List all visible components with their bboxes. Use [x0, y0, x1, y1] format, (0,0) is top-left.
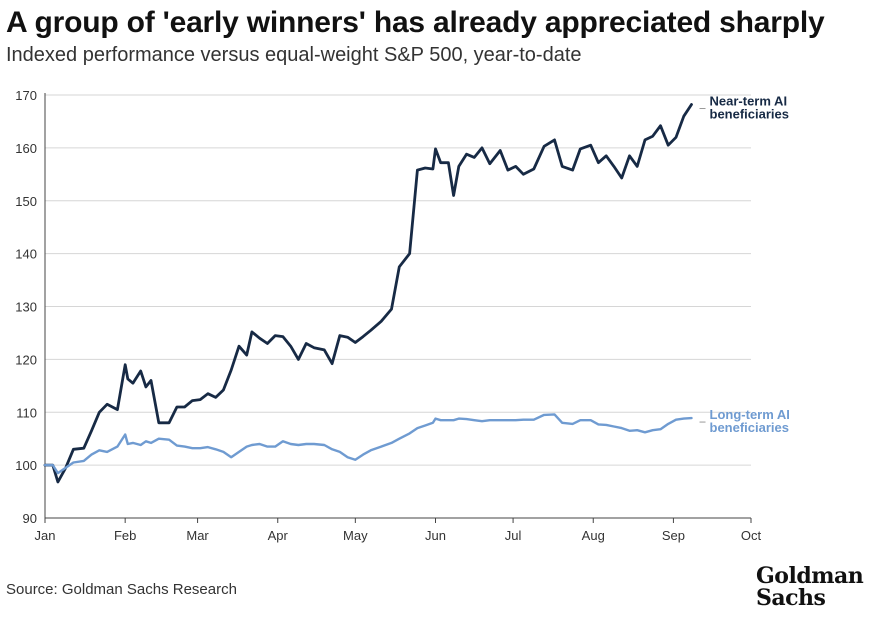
source-note: Source: Goldman Sachs Research [6, 581, 237, 598]
x-tick-label: Feb [114, 528, 136, 543]
y-tick-label: 120 [15, 352, 37, 367]
logo-line-2: Sachs [756, 585, 826, 611]
series-label-line-2: beneficiaries [710, 107, 790, 122]
series-label: Near-term AI beneficiaries [710, 94, 790, 122]
x-tick-label: Mar [186, 528, 209, 543]
y-tick-label: 170 [15, 88, 37, 103]
x-tick-label: Apr [268, 528, 289, 543]
series [43, 103, 693, 484]
series-label-line-1: Long-term AI [710, 407, 790, 422]
x-tick-label: May [343, 528, 368, 543]
series-label-line-1: Near-term AI [710, 94, 788, 109]
y-tick-label: 130 [15, 300, 37, 315]
x-tick-label: Sep [662, 528, 685, 543]
y-tick-label: 140 [15, 247, 37, 262]
x-tick-label: Jan [35, 528, 56, 543]
x-tick-label: Aug [582, 528, 605, 543]
gridlines [45, 94, 751, 466]
goldman-sachs-logo: Goldman Sachs [756, 563, 864, 611]
y-tick-label: 160 [15, 141, 37, 156]
axes: 90 100 110 120 130 140 150 160 170 Jan Feb Mar Apr Ma… [15, 88, 761, 543]
y-tick-label: 100 [15, 458, 37, 473]
logo-line-1: Goldman [756, 563, 864, 589]
series-label: Long-term AI beneficiaries [710, 407, 790, 435]
series-line-long-term [43, 413, 693, 475]
x-tick-label: Oct [741, 528, 762, 543]
series-line-near-term [43, 103, 693, 484]
x-tick-label: Jun [425, 528, 446, 543]
chart-title: A group of 'early winners' has already a… [6, 6, 825, 39]
y-tick-label: 90 [23, 511, 37, 526]
series-label-line-2: beneficiaries [710, 420, 790, 435]
chart-subtitle: Indexed performance versus equal-weight … [6, 44, 582, 66]
y-tick-label: 150 [15, 194, 37, 209]
x-tick-label: Jul [505, 528, 522, 543]
y-tick-label: 110 [16, 405, 37, 420]
